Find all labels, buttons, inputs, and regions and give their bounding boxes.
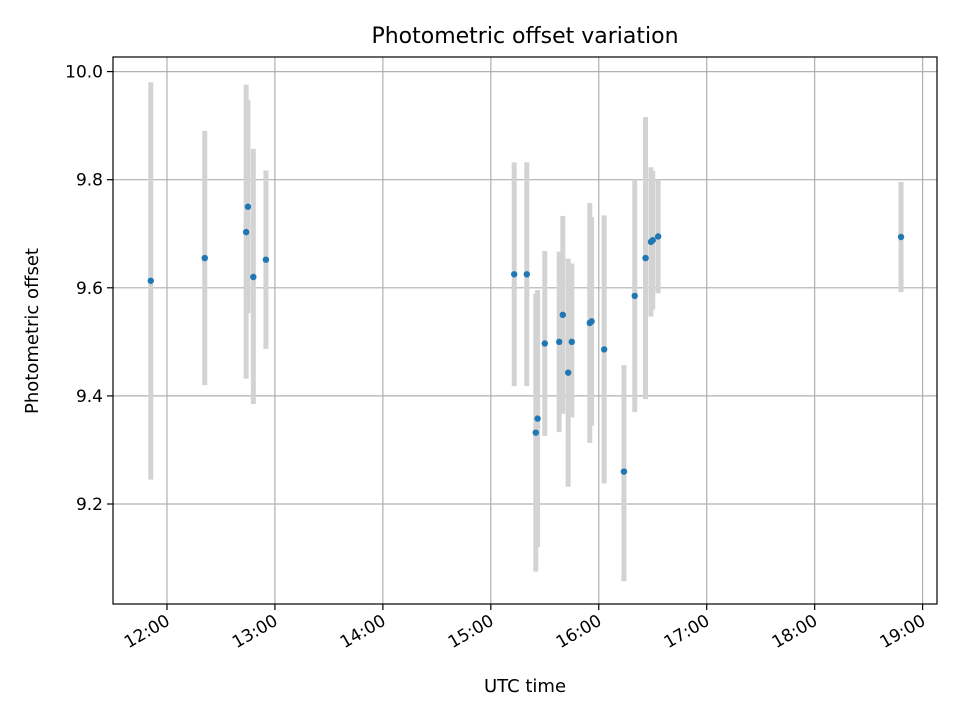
data-point <box>568 338 575 346</box>
data-point <box>541 340 548 347</box>
data-point <box>588 318 595 325</box>
x-axis-ticks: 12:00 13:00 14:00 15:00 16:00 17:00 18:00 19:00 <box>121 604 929 653</box>
x-tick-label: 15:00 <box>445 611 497 653</box>
data-points <box>147 203 905 475</box>
data-point <box>564 369 572 376</box>
data-point <box>559 311 566 319</box>
y-tick-label: 10.0 <box>65 63 103 83</box>
chart-title: Photometric offset variation <box>371 24 678 49</box>
x-tick-label: 17:00 <box>661 611 713 653</box>
data-point <box>897 233 905 241</box>
y-tick-label: 9.2 <box>76 495 103 515</box>
x-tick-label: 13:00 <box>229 611 281 653</box>
data-point <box>242 228 250 236</box>
x-tick-label: 19:00 <box>877 611 929 653</box>
data-point <box>620 468 628 475</box>
data-point <box>642 254 649 262</box>
data-point <box>262 256 270 263</box>
data-point <box>649 237 656 244</box>
data-point <box>250 273 257 281</box>
data-point <box>654 233 662 240</box>
y-tick-label: 9.4 <box>76 387 103 407</box>
data-point <box>511 271 518 278</box>
y-tick-label: 9.6 <box>76 279 103 299</box>
error-bars <box>148 82 904 582</box>
data-point <box>201 254 208 262</box>
x-axis-label: UTC time <box>484 676 566 697</box>
data-point <box>600 346 608 353</box>
data-point <box>147 277 154 284</box>
y-tick-label: 9.8 <box>76 171 103 191</box>
y-axis-ticks: 9.2 9.4 9.6 9.8 10.0 <box>65 63 113 515</box>
data-point <box>523 271 530 278</box>
plot-frame <box>112 56 938 605</box>
x-tick-label: 18:00 <box>769 611 821 653</box>
y-axis-label: Photometric offset <box>22 248 43 414</box>
x-tick-label: 16:00 <box>553 611 605 653</box>
data-point <box>534 415 541 422</box>
data-point <box>244 203 252 210</box>
x-tick-label: 14:00 <box>337 611 389 653</box>
data-point <box>532 429 539 436</box>
data-point <box>555 338 563 346</box>
x-tick-label: 12:00 <box>121 611 173 653</box>
data-point <box>631 292 638 300</box>
